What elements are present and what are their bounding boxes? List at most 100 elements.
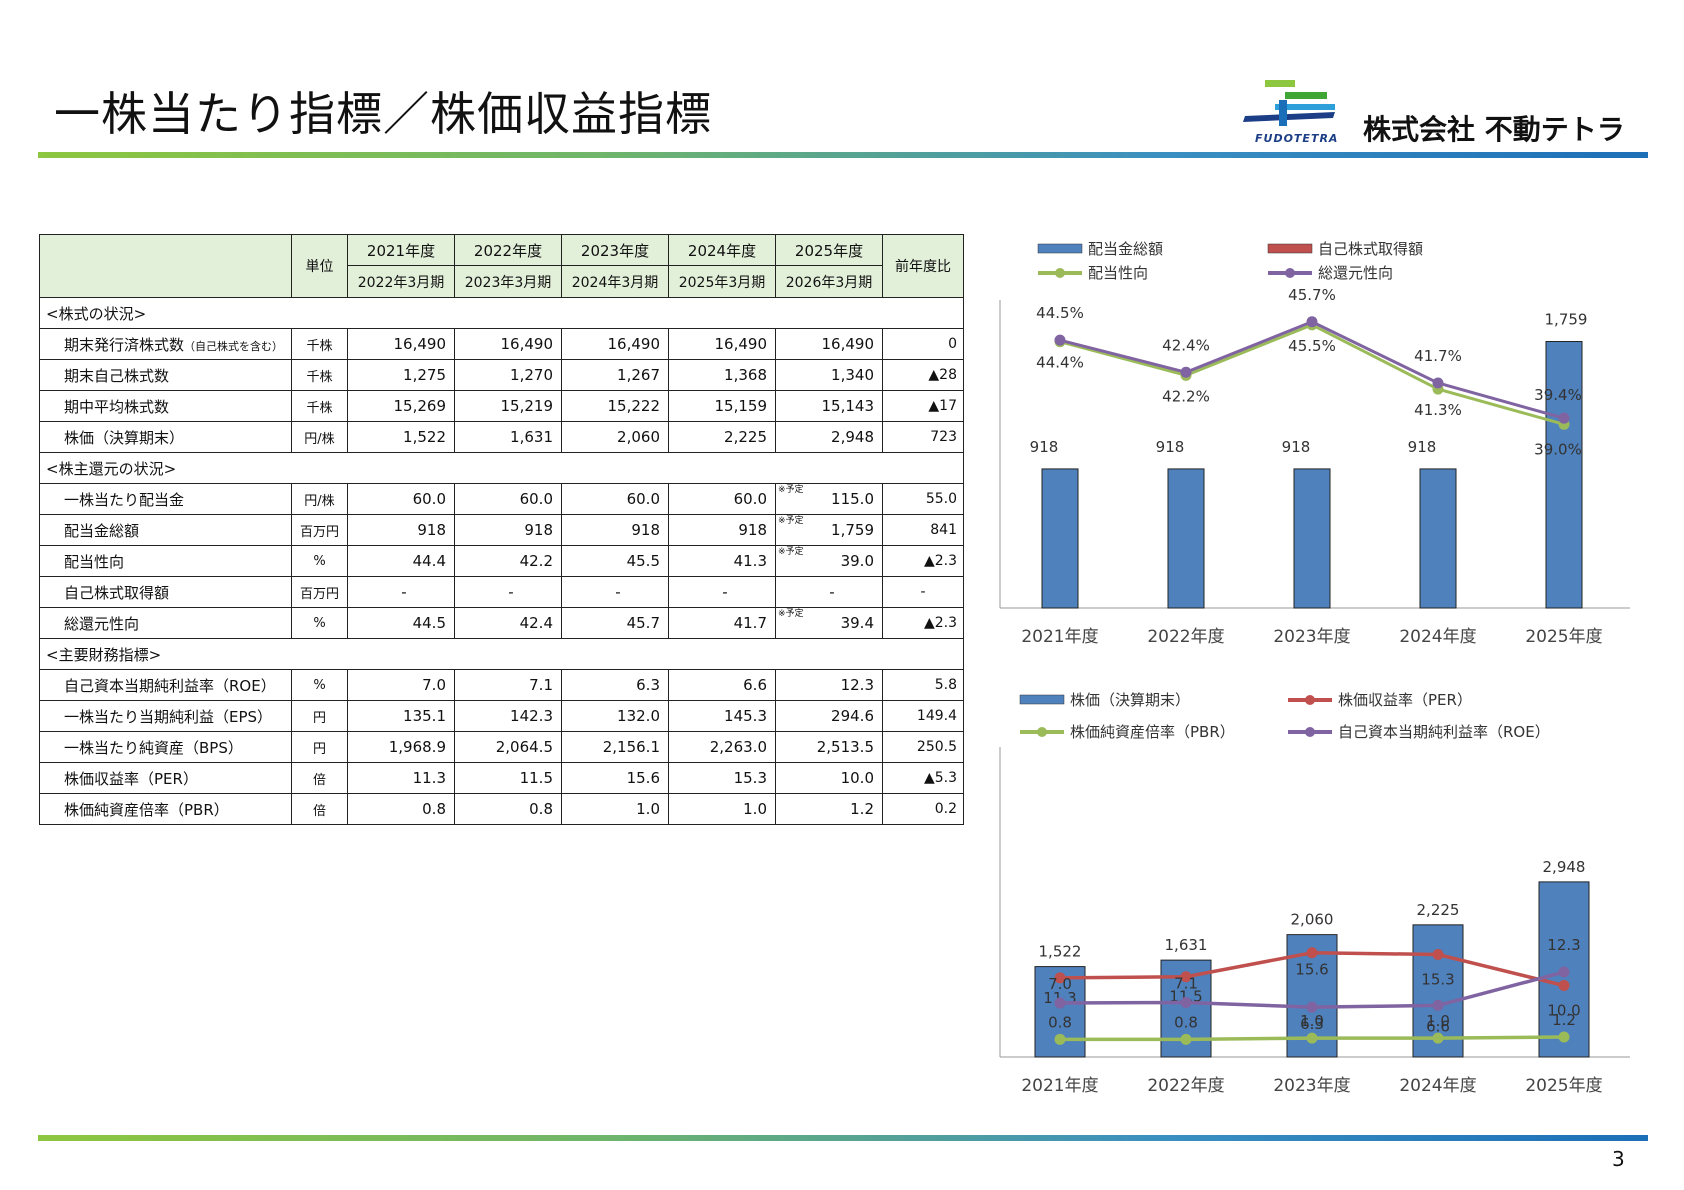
legend-label: 株価純資産倍率（PBR）: [1070, 723, 1235, 741]
table-cell: 60.0: [347, 483, 455, 515]
bar: [1167, 468, 1205, 609]
forecast-note: ※予定: [778, 609, 804, 619]
table-cell: 16,490: [454, 328, 562, 360]
cell-value: 0.8: [422, 800, 446, 818]
bar-label: 1,759: [1545, 311, 1588, 329]
row-label-note: （自己株式を含む）: [184, 339, 284, 353]
x-tick-label: 2025年度: [1525, 1076, 1602, 1096]
series-point: [1306, 316, 1318, 328]
line-label: 1.0: [1300, 1012, 1324, 1030]
cell-value: 1,270: [510, 366, 553, 384]
legend-label: 自己資本当期純利益率（ROE）: [1338, 723, 1550, 741]
cell-value: 42.4: [519, 614, 553, 632]
legend-swatch: [1267, 243, 1313, 254]
change-cell: ▲17: [882, 390, 964, 422]
table-cell: 60.0: [561, 483, 669, 515]
cell-value: 1.0: [743, 800, 767, 818]
header-rule: [38, 152, 1648, 158]
year-header: 2021年度: [347, 234, 455, 266]
legend-label: 総還元性向: [1318, 264, 1393, 282]
table-row: 自己株式取得額 百万円 - - - - - -: [39, 576, 964, 608]
cell-value: 7.0: [422, 676, 446, 694]
table-cell: 7.1: [454, 669, 562, 701]
row-label: 株価純資産倍率（PBR）: [39, 793, 292, 825]
x-tick-label: 2024年度: [1399, 1076, 1476, 1096]
legend-marker: [1055, 268, 1065, 278]
section-title: <株主還元の状況>: [39, 452, 964, 484]
x-tick-label: 2021年度: [1021, 1076, 1098, 1096]
forecast-note: ※予定: [778, 485, 804, 495]
cell-value: 2,060: [617, 428, 660, 446]
table-cell: 132.0: [561, 700, 669, 732]
line-label: 39.4%: [1534, 386, 1582, 404]
table-cell: 44.5: [347, 607, 455, 639]
row-unit: 百万円: [291, 576, 348, 608]
table-row: 株価収益率（PER） 倍 11.3 11.5 15.6 15.3 10.0 ▲5.3: [39, 762, 964, 794]
cell-value: 15,269: [393, 397, 447, 415]
cell-value: 39.4: [840, 614, 874, 632]
bar: [1538, 881, 1590, 1058]
table-cell: 1,340: [775, 359, 883, 391]
x-tick-label: 2023年度: [1273, 627, 1350, 647]
cell-value: -: [829, 583, 835, 601]
line-label: 45.7%: [1288, 286, 1336, 304]
change-cell: 55.0: [882, 483, 964, 515]
cell-value: 1,759: [831, 521, 874, 539]
row-unit: 倍: [291, 793, 348, 825]
table-cell: 16,490: [668, 328, 776, 360]
cell-value: -: [615, 583, 621, 601]
cell-value: 10.0: [840, 769, 874, 787]
change-cell: ▲5.3: [882, 762, 964, 794]
row-unit: 円/株: [291, 421, 348, 453]
table-cell: 45.7: [561, 607, 669, 639]
company-logo: FUDOTETRA 株式会社 不動テトラ: [1235, 78, 1655, 148]
row-label: 総還元性向: [39, 607, 292, 639]
x-tick-label: 2024年度: [1399, 627, 1476, 647]
table-cell: 294.6: [775, 700, 883, 732]
table-cell: 15,222: [561, 390, 669, 422]
cell-value: 12.3: [840, 676, 874, 694]
row-label: 期末発行済株式数（自己株式を含む）: [39, 328, 292, 360]
cell-value: 15,143: [821, 397, 875, 415]
cell-value: 60.0: [412, 490, 446, 508]
table-cell: 44.4: [347, 545, 455, 577]
company-name: 株式会社 不動テトラ: [1363, 113, 1625, 146]
table-row: 配当性向% 44.4 42.2 45.5 41.3 ※予定 39.0 ▲2.3: [39, 545, 964, 577]
line-label: 1.2: [1552, 1011, 1576, 1029]
table-cell: 2,156.1: [561, 731, 669, 763]
series-point: [1306, 1001, 1318, 1013]
table-cell: 16,490: [775, 328, 883, 360]
cell-value: 294.6: [831, 707, 874, 725]
x-tick-label: 2022年度: [1147, 627, 1224, 647]
table-row: 期末発行済株式数（自己株式を含む） 千株 16,490 16,490 16,490 16,…: [39, 328, 964, 360]
series-point: [1558, 966, 1570, 978]
series-point: [1054, 997, 1066, 1009]
legend-label: 株価（決算期末）: [1070, 691, 1190, 709]
row-label-text: 一株当たり配当金: [64, 490, 185, 509]
legend-marker: [1285, 268, 1295, 278]
x-tick-label: 2025年度: [1525, 627, 1602, 647]
change-cell: 0: [882, 328, 964, 360]
row-label-text: 自己資本当期純利益率（ROE）: [64, 676, 276, 695]
series-point: [1054, 1033, 1066, 1045]
section-row: <主要財務指標>: [39, 638, 964, 670]
bar: [1293, 468, 1331, 609]
row-unit: 千株: [291, 328, 348, 360]
table-row: 株価純資産倍率（PBR） 倍 0.8 0.8 1.0 1.0 1.2 0.2: [39, 793, 964, 825]
row-label: 配当性向: [39, 545, 292, 577]
row-unit: %: [291, 669, 348, 701]
series-point: [1180, 996, 1192, 1008]
table-cell: 16,490: [561, 328, 669, 360]
row-label: 期中平均株式数: [39, 390, 292, 422]
table-cell: 7.0: [347, 669, 455, 701]
cell-value: 2,513.5: [816, 738, 874, 756]
cell-value: 2,263.0: [709, 738, 767, 756]
cell-value: 11.3: [412, 769, 446, 787]
row-label-text: 株価純資産倍率（PBR）: [64, 800, 229, 819]
table-cell: 12.3: [775, 669, 883, 701]
series-point: [1558, 412, 1570, 424]
row-label-text: 期末発行済株式数: [64, 335, 185, 354]
table-cell: -: [347, 576, 455, 608]
table-cell: 6.3: [561, 669, 669, 701]
line-label: 1.0: [1426, 1012, 1450, 1030]
